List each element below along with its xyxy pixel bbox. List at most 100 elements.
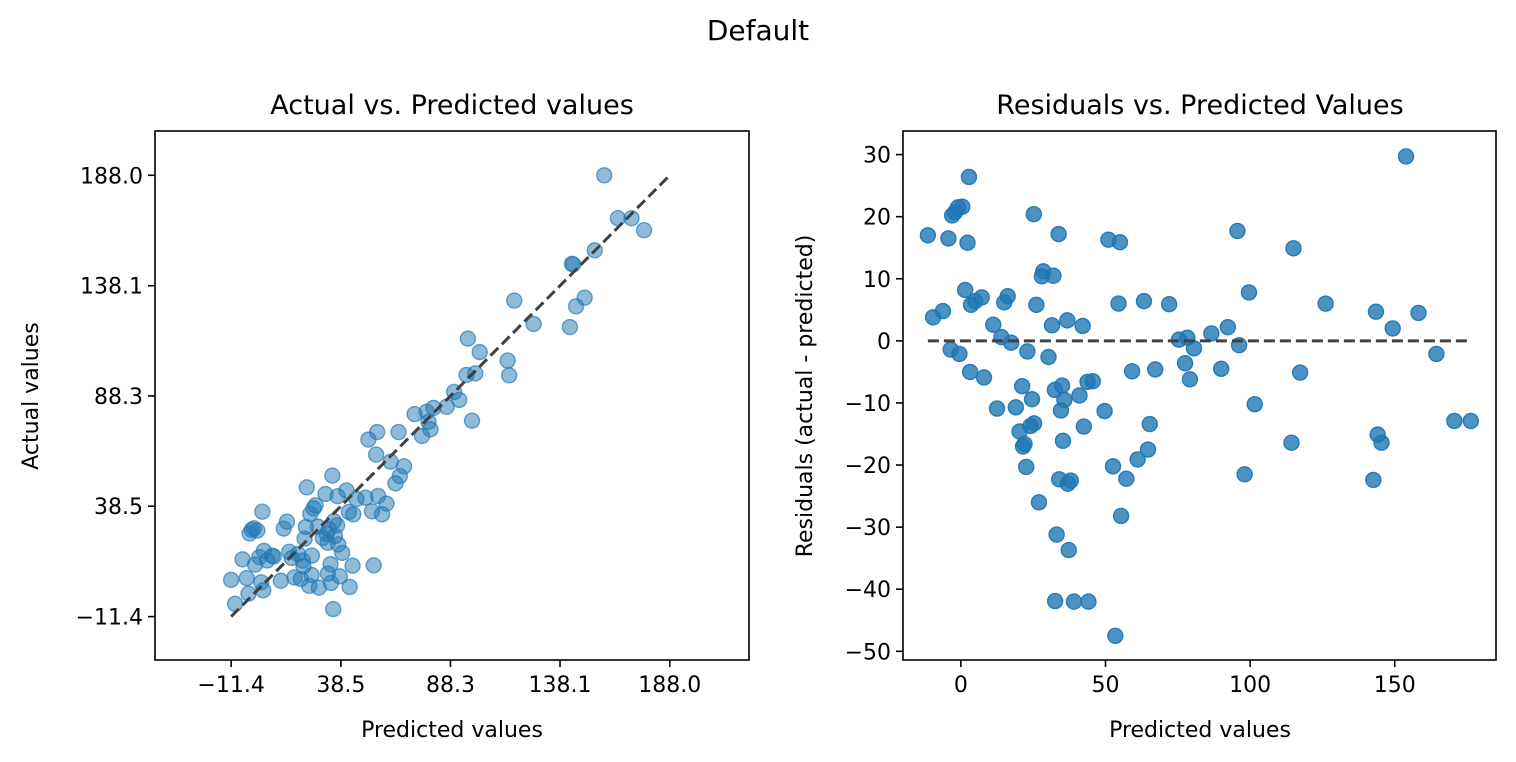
y-tick-label: −11.4 [76, 606, 143, 631]
data-point [1045, 267, 1062, 284]
data-point [940, 230, 957, 247]
data-point [1062, 472, 1079, 489]
data-point [1112, 507, 1130, 525]
data-point [596, 167, 613, 184]
data-point [1410, 304, 1427, 322]
x-tick-label: 0 [954, 673, 968, 698]
data-point [1397, 148, 1415, 165]
data-point [1229, 222, 1246, 240]
x-tick-label: 150 [1374, 673, 1416, 698]
data-point [1283, 434, 1300, 451]
data-point [378, 495, 395, 512]
data-point [1043, 317, 1061, 334]
data-point [422, 421, 439, 438]
data-point [961, 363, 979, 381]
data-point [985, 316, 1002, 333]
data-point [1059, 312, 1076, 329]
data-point [1046, 592, 1064, 610]
data-point [1203, 325, 1220, 342]
data-point [954, 198, 971, 215]
data-point [1111, 233, 1129, 251]
data-point [1030, 494, 1048, 511]
data-point [501, 367, 518, 384]
x-tick-label: 88.3 [426, 673, 475, 698]
data-point [1384, 320, 1401, 337]
actual-vs-predicted-reference-line [230, 174, 671, 618]
data-point [1065, 593, 1083, 610]
data-point [1013, 377, 1031, 395]
data-point [1075, 418, 1092, 435]
data-point [1084, 373, 1101, 390]
data-point [324, 467, 341, 484]
y-tick-label: −50 [845, 640, 891, 665]
data-point [345, 506, 362, 523]
data-point [973, 289, 990, 306]
residuals-panel: Residuals vs. Predicted Values Predicted… [793, 90, 1497, 743]
data-point [1048, 526, 1065, 543]
data-point [951, 345, 968, 363]
x-tick-label: 100 [1229, 673, 1271, 698]
residuals-ylabel: Residuals (actual - predicted) [793, 235, 818, 558]
data-point [1185, 340, 1203, 357]
data-point [1050, 225, 1067, 243]
data-point [1428, 345, 1445, 363]
data-point [369, 423, 386, 441]
data-point [1219, 319, 1237, 336]
data-point [1023, 391, 1041, 408]
data-point [919, 227, 937, 244]
data-point [307, 497, 324, 514]
data-point [1060, 541, 1077, 559]
data-point [298, 479, 315, 496]
data-point [506, 292, 523, 309]
data-point [499, 352, 516, 369]
data-point [561, 318, 579, 336]
data-point [1096, 402, 1113, 420]
data-point [959, 234, 976, 251]
data-point [1110, 295, 1127, 312]
data-point [303, 547, 321, 564]
data-point [1118, 470, 1135, 487]
data-point [934, 302, 952, 320]
data-point [451, 391, 468, 409]
data-point [1236, 466, 1253, 483]
data-point [1129, 451, 1146, 468]
data-point [1373, 434, 1390, 451]
data-point [249, 522, 266, 539]
data-point [254, 503, 271, 520]
figure-suptitle: Default [706, 14, 810, 47]
data-point [1053, 377, 1071, 394]
data-point [1107, 627, 1124, 644]
x-tick-label: 188.0 [638, 673, 701, 698]
data-point [525, 315, 542, 333]
data-point [1040, 348, 1057, 366]
data-point [1071, 387, 1088, 404]
data-point [576, 289, 593, 306]
data-point [1141, 415, 1158, 433]
actual-vs-predicted-xlabel: Predicted values [361, 718, 543, 743]
data-point [278, 513, 296, 530]
data-point [365, 557, 382, 574]
y-tick-label: 20 [863, 206, 891, 231]
residuals-axes-frame [902, 130, 1497, 661]
data-point [960, 168, 978, 186]
y-tick-label: 138.1 [80, 275, 143, 300]
data-point [272, 572, 290, 589]
data-point [334, 544, 351, 562]
x-tick-label: 50 [1091, 673, 1119, 698]
data-point [623, 210, 640, 227]
data-point [463, 412, 481, 429]
data-point [238, 569, 255, 587]
data-point [390, 423, 407, 441]
y-tick-label: −30 [845, 516, 891, 541]
x-tick-label: −11.4 [197, 673, 264, 698]
data-point [1285, 240, 1302, 257]
actual-vs-predicted-title: Actual vs. Predicted values [270, 90, 634, 121]
data-point [222, 571, 240, 589]
data-point [1176, 355, 1194, 372]
data-point [1019, 343, 1036, 360]
y-tick-label: −40 [845, 578, 891, 603]
data-point [1056, 391, 1073, 409]
data-point [975, 369, 993, 386]
data-point [565, 256, 582, 273]
data-point [1291, 364, 1309, 381]
